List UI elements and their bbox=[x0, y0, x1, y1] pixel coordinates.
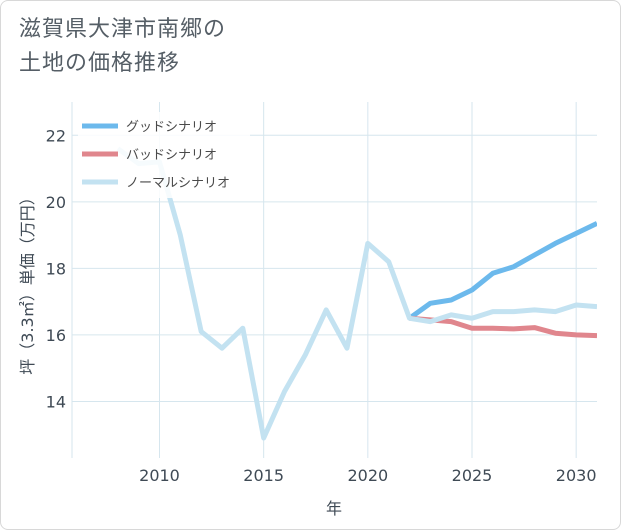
series-line-1 bbox=[408, 221, 597, 321]
x-tick-label-2015: 2015 bbox=[243, 466, 284, 485]
x-tick-label-2025: 2025 bbox=[452, 466, 493, 485]
y-tick-label-14: 14 bbox=[46, 392, 66, 411]
x-axis-ticks: 2010 2015 2020 2025 2030 bbox=[139, 466, 596, 485]
series-line-3 bbox=[116, 146, 597, 441]
page-title: 滋賀県大津市南郷の 土地の価格推移 bbox=[19, 13, 226, 81]
x-tick-label-2030: 2030 bbox=[556, 466, 597, 485]
title-line-1: 滋賀県大津市南郷の bbox=[19, 17, 227, 42]
y-axis-label: 坪（3.3㎡）単価（万円） bbox=[18, 189, 37, 374]
title-line-2: 土地の価格推移 bbox=[19, 51, 181, 76]
x-axis-label: 年 bbox=[326, 499, 342, 518]
y-tick-label-16: 16 bbox=[46, 326, 66, 345]
x-tick-label-2020: 2020 bbox=[347, 466, 388, 485]
legend-label-2: バッドシナリオ bbox=[126, 148, 217, 163]
legend-label-3: ノーマルシナリオ bbox=[126, 176, 230, 191]
y-tick-label-22: 22 bbox=[46, 126, 66, 145]
y-tick-label-20: 20 bbox=[46, 193, 66, 212]
x-tick-label-2010: 2010 bbox=[139, 466, 180, 485]
series-layer bbox=[116, 146, 597, 441]
legend-label-1: グッドシナリオ bbox=[126, 120, 217, 135]
y-axis-ticks: 14 16 18 20 22 bbox=[46, 126, 66, 411]
y-tick-label-18: 18 bbox=[46, 259, 66, 278]
